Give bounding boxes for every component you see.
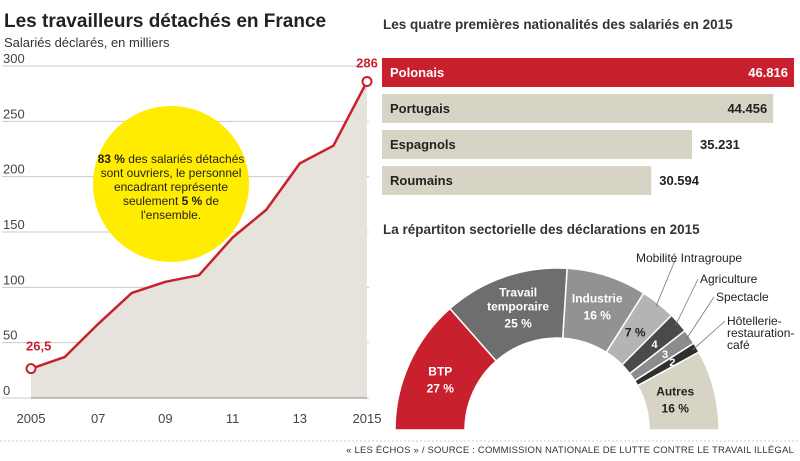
- bar-category-label: Portugais: [390, 101, 450, 116]
- area-chart: Les travailleurs détachés en France Sala…: [2, 11, 381, 426]
- x-tick-label: 13: [293, 411, 307, 426]
- bar-category-label: Polonais: [390, 65, 444, 80]
- callout-label: Spectacle: [716, 290, 769, 304]
- bar-category-label: Espagnols: [390, 137, 456, 152]
- callout-label: Mobilité Intragroupe: [636, 251, 742, 265]
- annotation-paragraph: 83 % des salariés détachés sont ouvriers…: [96, 152, 246, 222]
- series-line: [30, 80, 369, 370]
- y-tick-label: 250: [3, 106, 25, 121]
- bar-value-label: 44.456: [727, 101, 767, 116]
- first-value-label: 26,5: [26, 339, 51, 354]
- annotation-part: 5 %: [181, 194, 203, 208]
- x-tick-label: 2005: [17, 411, 46, 426]
- bar: [382, 94, 774, 123]
- slice-value-label: 16 %: [584, 308, 612, 322]
- pie-slices: [394, 267, 720, 431]
- annotation-part: 83 %: [97, 152, 125, 166]
- slice-value-label: 3: [662, 349, 668, 361]
- annotation-text: 83 % des salariés détachés sont ouvriers…: [96, 128, 246, 246]
- annotation-part: des salariés détachés sont ouvriers, le …: [100, 152, 245, 208]
- annotation-part: de l'ensemble.: [140, 194, 220, 222]
- bar: [382, 166, 652, 195]
- y-tick-label: 100: [3, 272, 25, 287]
- bar-category-label: Roumains: [390, 173, 453, 188]
- callout-label: café: [727, 338, 750, 352]
- pie-callouts: Mobilité Intragroupe Agriculture Spectacle…: [636, 251, 794, 352]
- bar: [382, 58, 794, 87]
- bar-value-label: 46.816: [748, 65, 788, 80]
- slice-name-label: BTP: [428, 364, 452, 378]
- chart-title: Les travailleurs détachés en France: [4, 11, 326, 32]
- slice-value-label: 2: [669, 357, 675, 369]
- data-labels: 26,5 286: [26, 55, 378, 353]
- data-point: [361, 75, 373, 87]
- pie-chart-title: La répartiton sectorielle des déclaratio…: [383, 222, 700, 237]
- bar-chart-title: Les quatre premières nationalités des sa…: [383, 17, 733, 32]
- slice-value-label: 7 %: [625, 325, 646, 339]
- x-tick-label: 07: [91, 411, 105, 426]
- annotation-bubble: [93, 106, 249, 262]
- chart-subtitle: Salariés déclarés, en milliers: [4, 35, 170, 50]
- source-footer: « LES ÉCHOS » / SOURCE : COMMISSION NATI…: [346, 445, 794, 456]
- bar: [382, 130, 692, 159]
- y-tick-label: 200: [3, 162, 25, 177]
- y-tick-label: 0: [3, 383, 10, 398]
- y-axis: 0 50 100 150 200 250 300: [3, 51, 25, 398]
- bar-chart: Les quatre premières nationalités des sa…: [382, 17, 794, 195]
- callout-label: Hôtellerie-: [727, 314, 782, 328]
- callout-label: restauration-: [727, 326, 794, 340]
- y-tick-label: 300: [3, 51, 25, 66]
- y-tick-label: 150: [3, 217, 25, 232]
- callout-leader-line: [685, 296, 715, 340]
- slice-value-label: 4: [651, 339, 658, 351]
- slice-name-label: Autres: [656, 385, 694, 399]
- bar-value-label: 30.594: [659, 173, 700, 188]
- x-tick-label: 11: [226, 411, 240, 426]
- area-series: [25, 75, 373, 399]
- data-point: [25, 363, 37, 375]
- slice-name-label: temporaire: [487, 300, 549, 314]
- bar-value-label: 35.231: [700, 137, 740, 152]
- slice-value-label: 16 %: [662, 402, 690, 416]
- x-axis: 2005 07 09 11 13 2015: [17, 411, 382, 426]
- callout-leader-line: [675, 278, 699, 326]
- slice-name-label: Industrie: [572, 291, 623, 305]
- bars: Polonais 46.816 Portugais 44.456 Espagnols 35…: [382, 58, 794, 195]
- area-fill: [31, 81, 367, 398]
- slice-name-label: Travail: [499, 286, 537, 300]
- x-tick-label: 09: [158, 411, 172, 426]
- slice-value-label: 25 %: [504, 317, 532, 331]
- x-tick-label: 2015: [353, 411, 382, 426]
- y-tick-label: 50: [3, 328, 17, 343]
- sector-chart: La répartiton sectorielle des déclaratio…: [383, 222, 794, 431]
- pie-slice: [636, 350, 720, 431]
- last-value-label: 286: [356, 55, 378, 70]
- callout-leader-line: [692, 320, 726, 350]
- callout-label: Agriculture: [700, 272, 758, 286]
- callout-leader-line: [655, 257, 677, 307]
- slice-value-label: 27 %: [427, 381, 455, 395]
